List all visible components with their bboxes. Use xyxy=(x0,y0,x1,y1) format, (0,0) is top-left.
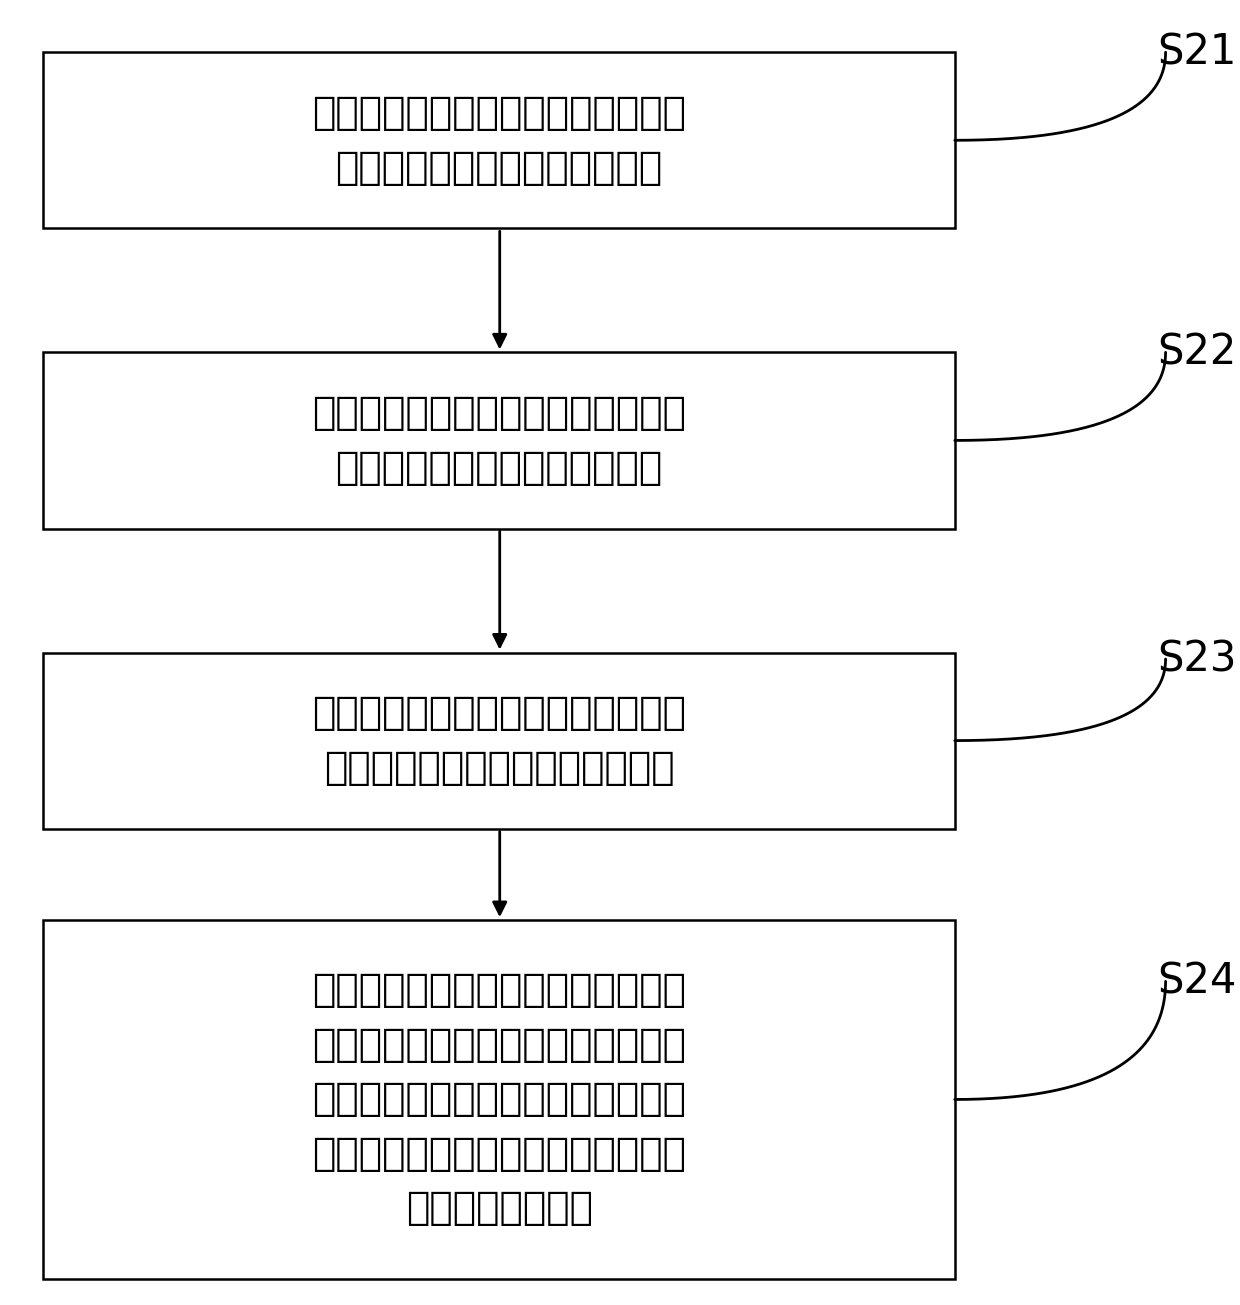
Bar xyxy=(43,652,955,829)
Text: 敲击所述光缆路由所属井盖的左侧，
获取所述光缆路由的第一波形图: 敲击所述光缆路由所属井盖的左侧， 获取所述光缆路由的第一波形图 xyxy=(312,94,686,187)
Text: 敲击所述光缆路由所属井盖的正中央
，获取所述光缆路由的第三波形图: 敲击所述光缆路由所属井盖的正中央 ，获取所述光缆路由的第三波形图 xyxy=(312,694,686,787)
Bar xyxy=(43,352,955,529)
Bar xyxy=(43,52,955,228)
Text: 同时对比所述第一波形图、第二波形
图和第三波形图，判断是否具有波形
剧烈变化的波形图，如若有，则该波
形图所对应的井盖敲击方向为所述光
缆路由的光缆走向: 同时对比所述第一波形图、第二波形 图和第三波形图，判断是否具有波形 剧烈变化的波… xyxy=(312,971,686,1228)
Text: S23: S23 xyxy=(1157,638,1236,680)
Text: S24: S24 xyxy=(1157,960,1236,1002)
Text: S22: S22 xyxy=(1157,331,1236,373)
Text: S21: S21 xyxy=(1157,31,1236,73)
Bar xyxy=(43,920,955,1279)
Text: 敲击所述光缆路由所属井盖的右侧，
获取所述光缆路由的第二波形图: 敲击所述光缆路由所属井盖的右侧， 获取所述光缆路由的第二波形图 xyxy=(312,394,686,487)
